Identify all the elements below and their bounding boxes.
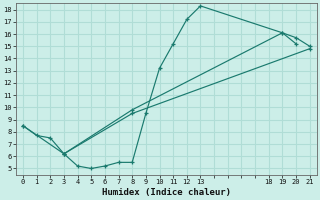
X-axis label: Humidex (Indice chaleur): Humidex (Indice chaleur) bbox=[102, 188, 231, 197]
